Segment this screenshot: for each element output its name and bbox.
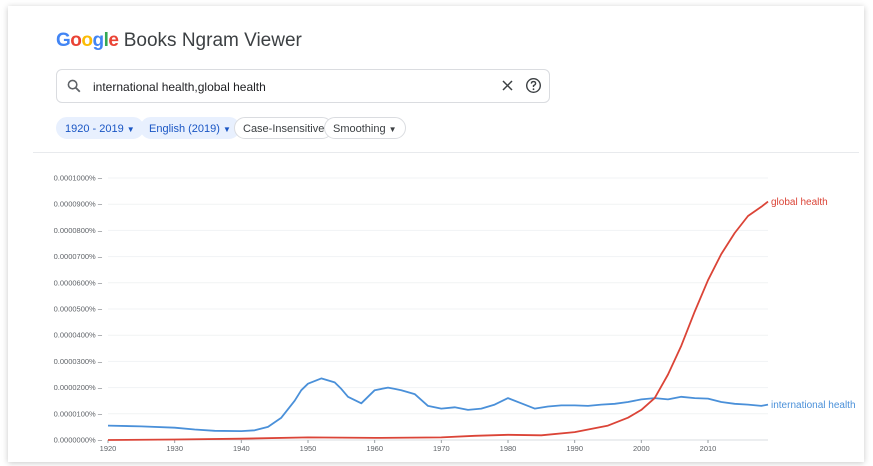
x-tick-label: 1980 <box>500 444 517 453</box>
x-tick-label: 1950 <box>300 444 317 453</box>
y-tick-label: 0.0000400% – <box>54 331 103 340</box>
x-tick-label: 1920 <box>100 444 117 453</box>
y-tick-label: 0.0000700% – <box>54 252 103 261</box>
x-tick-label: 1930 <box>166 444 183 453</box>
x-tick-label: 1970 <box>433 444 450 453</box>
x-tick-label: 1990 <box>566 444 583 453</box>
app-logo[interactable]: Google Books Ngram Viewer <box>56 30 302 52</box>
y-tick-label: 0.0000000% – <box>54 436 103 445</box>
chip-label: 1920 - 2019 <box>65 123 124 135</box>
chip-label: English (2019) <box>149 123 220 135</box>
y-tick-label: 0.0001000% – <box>54 174 103 183</box>
logo-letter: l <box>103 30 109 51</box>
year-range-chip[interactable]: 1920 - 2019 ▼ <box>56 117 144 139</box>
y-tick-label: 0.0000500% – <box>54 305 103 314</box>
series-label: global health <box>771 197 828 208</box>
close-icon[interactable] <box>500 78 515 98</box>
google-logo: Google <box>56 30 119 51</box>
x-tick-label: 1940 <box>233 444 250 453</box>
chevron-down-icon: ▼ <box>388 125 397 134</box>
x-tick-label: 2010 <box>700 444 717 453</box>
ngram-viewer-card: Google Books Ngram Viewer international … <box>8 6 864 462</box>
x-tick-label: 2000 <box>633 444 650 453</box>
divider <box>33 152 859 153</box>
corpus-chip[interactable]: English (2019) ▼ <box>140 117 240 139</box>
series-line <box>107 377 769 432</box>
chip-label: Smoothing <box>333 123 386 135</box>
y-tick-label: 0.0000900% – <box>54 200 103 209</box>
search-input[interactable]: international health,global health <box>93 80 266 94</box>
app-title: Books Ngram Viewer <box>123 30 302 51</box>
chip-label: Case-Insensitive <box>243 123 325 135</box>
logo-letter: G <box>56 30 71 51</box>
chevron-down-icon: ▼ <box>126 125 135 134</box>
search-icon[interactable] <box>67 79 81 98</box>
y-tick-label: 0.0000600% – <box>54 278 103 287</box>
y-tick-label: 0.0000200% – <box>54 383 103 392</box>
case-insensitive-chip[interactable]: Case-Insensitive <box>234 117 334 139</box>
y-tick-label: 0.0000800% – <box>54 226 103 235</box>
y-tick-label: 0.0000300% – <box>54 357 103 366</box>
chevron-down-icon: ▼ <box>222 125 231 134</box>
logo-letter: o <box>81 30 93 51</box>
smoothing-chip[interactable]: Smoothing ▼ <box>324 117 406 139</box>
ngram-chart: 0.0000000% – 0.0000100% – 0.0000200% – 0.00… <box>54 174 856 454</box>
logo-letter: e <box>108 30 119 51</box>
series-label: international health <box>771 400 856 411</box>
logo-letter: o <box>70 30 82 51</box>
x-tick-label: 1960 <box>366 444 383 453</box>
logo-letter: g <box>92 30 105 51</box>
search-box[interactable]: international health,global health <box>56 69 550 103</box>
y-tick-label: 0.0000100% – <box>54 409 103 418</box>
series-line <box>107 200 769 441</box>
help-circle-icon[interactable] <box>525 77 542 99</box>
